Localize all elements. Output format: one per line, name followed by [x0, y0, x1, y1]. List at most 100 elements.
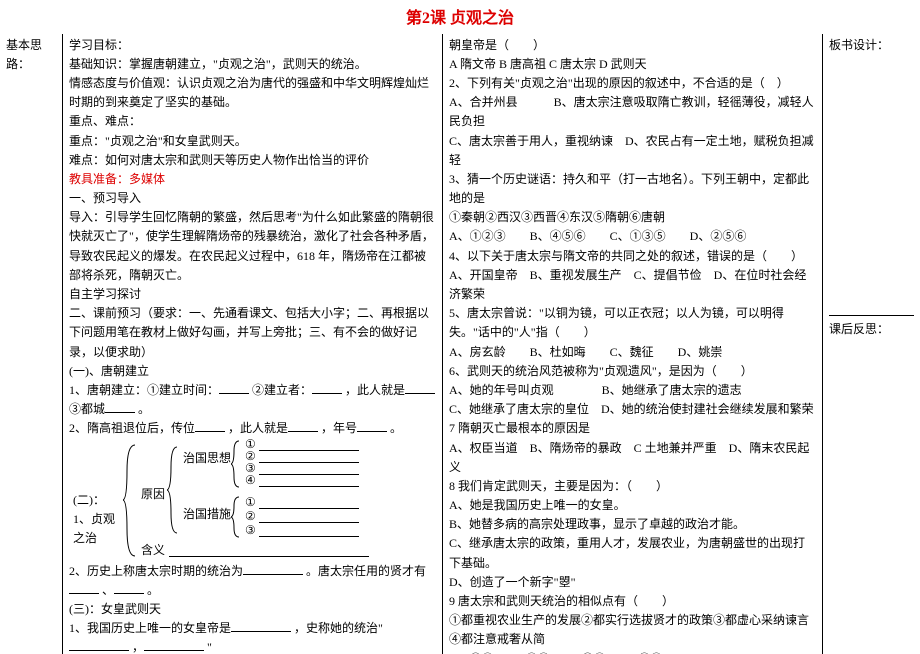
q3: 3、猜一个历史谜语：持久和平（打一古地名）。下列王朝中，定都此地的是	[449, 170, 816, 208]
q8d: D、创造了一个新字"曌"	[449, 573, 816, 592]
a1-1c: ，此人就是	[345, 383, 405, 397]
q2c: C、唐太宗善于用人，重视纳谏 D、农民占有一定土地，赋税负担减轻	[449, 132, 816, 170]
key-point: 重点："贞观之治"和女皇武则天。	[69, 132, 436, 151]
section-1-intro: 导入：引导学生回忆隋朝的繁盛，然后思考"为什么如此繁盛的隋朝很快就灭亡了"，使学…	[69, 208, 436, 285]
q6: 6、武则天的统治风范被称为"贞观遗风"，是因为（ ）	[449, 362, 816, 381]
q3a: ①秦朝②西汉③西晋④东汉⑤隋朝⑥唐朝	[449, 208, 816, 227]
brace-icon	[231, 495, 241, 539]
q5a: A、房玄龄 B、杜如晦 C、魏征 D、姚崇	[449, 343, 816, 362]
a1-2a: 2、隋高祖退位后，传位	[69, 421, 195, 435]
q2a: A、合并州县 B、唐太宗注意吸取隋亡教训，轻徭薄役，减轻人民负担	[449, 93, 816, 131]
page-layout: 基本思路： 学习目标： 基础知识：掌握唐朝建立，"贞观之治"，武则天的统治。 情…	[0, 34, 920, 654]
blank	[259, 475, 359, 487]
reason-label: 原因	[141, 485, 165, 504]
blank	[219, 382, 249, 394]
bracket-diagram: (二)：1、贞观之治 原因 治国思想 ① ② ③ ④ 治国措施 ① ② ③	[79, 443, 436, 558]
blank	[105, 401, 135, 413]
a1-2b: ，此人就是	[228, 421, 288, 435]
a3-1c: ，	[132, 640, 144, 653]
blank	[259, 497, 359, 509]
blank	[169, 545, 369, 557]
q8c: C、继承唐太宗的政策，重用人才，发展农业，为唐朝盛世的出现打下基础。	[449, 534, 816, 572]
a2b: 。唐太宗任用的贤才有	[306, 564, 426, 578]
blank	[357, 420, 387, 432]
a1-1e: 。	[138, 402, 150, 416]
tool-prep-label: 教具准备：	[69, 172, 129, 186]
blank	[259, 511, 359, 523]
q7a: A、权臣当道 B、隋炀帝的暴政 C 土地兼并严重 D、隋末农民起义	[449, 439, 816, 477]
tool-prep: 教具准备：多媒体	[69, 170, 436, 189]
a1-1a: 1、唐朝建立：①建立时间：	[69, 383, 219, 397]
section-2: 二、课前预习（要求：一、先通看课文、包括大小字；二、再根据以下问题用笔在教材上做…	[69, 304, 436, 362]
section-b-label: (二)：1、贞观之治	[73, 491, 121, 549]
q-cont: 朝皇帝是（ ）	[449, 36, 816, 55]
q3b: A、①②③ B、④⑤⑥ C、①③⑤ D、②⑤⑥	[449, 227, 816, 246]
part-a1: (一)、唐朝建立	[69, 362, 436, 381]
think-label: 治国思想	[183, 449, 231, 468]
a3-1a: 1、我国历史上唯一的女皇帝是	[69, 621, 231, 635]
q4a: A、开国皇帝 B、重视发展生产 C、提倡节俭 D、在位时社会经济繁荣	[449, 266, 816, 304]
q8b: B、她替多病的高宗处理政事，显示了卓越的政治才能。	[449, 515, 816, 534]
q4: 4、以下关于唐太宗与隋文帝的共同之处的叙述，错误的是（ ）	[449, 247, 816, 266]
basic-knowledge: 基础知识：掌握唐朝建立，"贞观之治"，武则天的统治。	[69, 55, 436, 74]
b-item4: ④	[245, 471, 256, 490]
q9a: ①都重视农业生产的发展②都实行选拔贤才的政策③都虚心采纳谏言④都注意戒奢从简	[449, 611, 816, 649]
blank	[114, 582, 144, 594]
difficulty: 难点：如何对唐太宗和武则天等历史人物作出恰当的评价	[69, 151, 436, 170]
after-class-label: 课后反思：	[829, 320, 914, 339]
tool-prep-value: 多媒体	[129, 172, 165, 186]
blank	[69, 582, 99, 594]
q6b: C、她继承了唐太宗的皇位 D、她的统治使封建社会继续发展和繁荣	[449, 400, 816, 419]
meaning-label: 含义	[141, 541, 165, 560]
brace-icon	[167, 445, 179, 535]
b-m3: ③	[245, 521, 256, 540]
blank	[243, 563, 303, 575]
section-1-self: 自主学习探讨	[69, 285, 436, 304]
brace-icon	[231, 439, 241, 489]
a2-line: 2、历史上称唐太宗时期的统治为 。唐太宗任用的贤才有 、 。	[69, 562, 436, 600]
part-a3: (三)：女皇武则天	[69, 600, 436, 619]
page-title: 第2课 贞观之治	[0, 0, 920, 34]
col-left-label: 基本思路：	[0, 34, 62, 654]
measure-label: 治国措施	[183, 505, 231, 524]
a1-1d: ③都城	[69, 402, 105, 416]
q7: 7 隋朝灭亡最根本的原因是	[449, 419, 816, 438]
a2d: 。	[147, 583, 159, 597]
col-side: 板书设计： 课后反思：	[822, 34, 920, 654]
blank	[259, 525, 359, 537]
a2a: 2、历史上称唐太宗时期的统治为	[69, 564, 243, 578]
q9b: A、①② B、②③ C、①④ D、③④	[449, 650, 816, 654]
q8a: A、她是我国历史上唯一的女皇。	[449, 496, 816, 515]
emotion-attitude: 情感态度与价值观：认识贞观之治为唐代的强盛和中华文明辉煌灿烂时期的到来奠定了坚实…	[69, 74, 436, 112]
a1-line1: 1、唐朝建立：①建立时间： ②建立者： ，此人就是 ③都城 。	[69, 381, 436, 419]
col-main: 学习目标： 基础知识：掌握唐朝建立，"贞观之治"，武则天的统治。 情感态度与价值…	[62, 34, 442, 654]
q9: 9 唐太宗和武则天统治的相似点有（ ）	[449, 592, 816, 611]
blank	[231, 620, 291, 632]
learn-goal-header: 学习目标：	[69, 36, 436, 55]
a3-1b: ，史称她的统治"	[294, 621, 383, 635]
basic-thoughts-label: 基本思路：	[6, 36, 56, 74]
board-design-label: 板书设计：	[829, 36, 914, 55]
brace-icon	[123, 443, 137, 558]
blank	[259, 439, 359, 451]
blank	[312, 382, 342, 394]
board-design-block: 板书设计：	[829, 36, 914, 316]
q2: 2、下列有关"贞观之治"出现的原因的叙述中，不合适的是（ ）	[449, 74, 816, 93]
key-difficulty-header: 重点、难点：	[69, 112, 436, 131]
a3-line1: 1、我国历史上唯一的女皇帝是 ，史称她的统治" ， "	[69, 619, 436, 654]
col-questions: 朝皇帝是（ ） A 隋文帝 B 唐高祖 C 唐太宗 D 武则天 2、下列有关"贞…	[442, 34, 822, 654]
q1-opt: A 隋文帝 B 唐高祖 C 唐太宗 D 武则天	[449, 55, 816, 74]
blank	[405, 382, 435, 394]
blank	[259, 451, 359, 463]
section-1: 一、预习导入	[69, 189, 436, 208]
a1-2d: 。	[390, 421, 402, 435]
blank	[259, 463, 359, 475]
blank	[288, 420, 318, 432]
q8: 8 我们肯定武则天，主要是因为：（ ）	[449, 477, 816, 496]
a3-1d: "	[207, 640, 212, 653]
blank	[195, 420, 225, 432]
a2c: 、	[102, 583, 114, 597]
a1-2c: ，年号	[321, 421, 357, 435]
q5: 5、唐太宗曾说："以铜为镜，可以正衣冠；以人为镜，可以明得失。"话中的"人"指（…	[449, 304, 816, 342]
q6a: A、她的年号叫贞观 B、她继承了唐太宗的遗志	[449, 381, 816, 400]
